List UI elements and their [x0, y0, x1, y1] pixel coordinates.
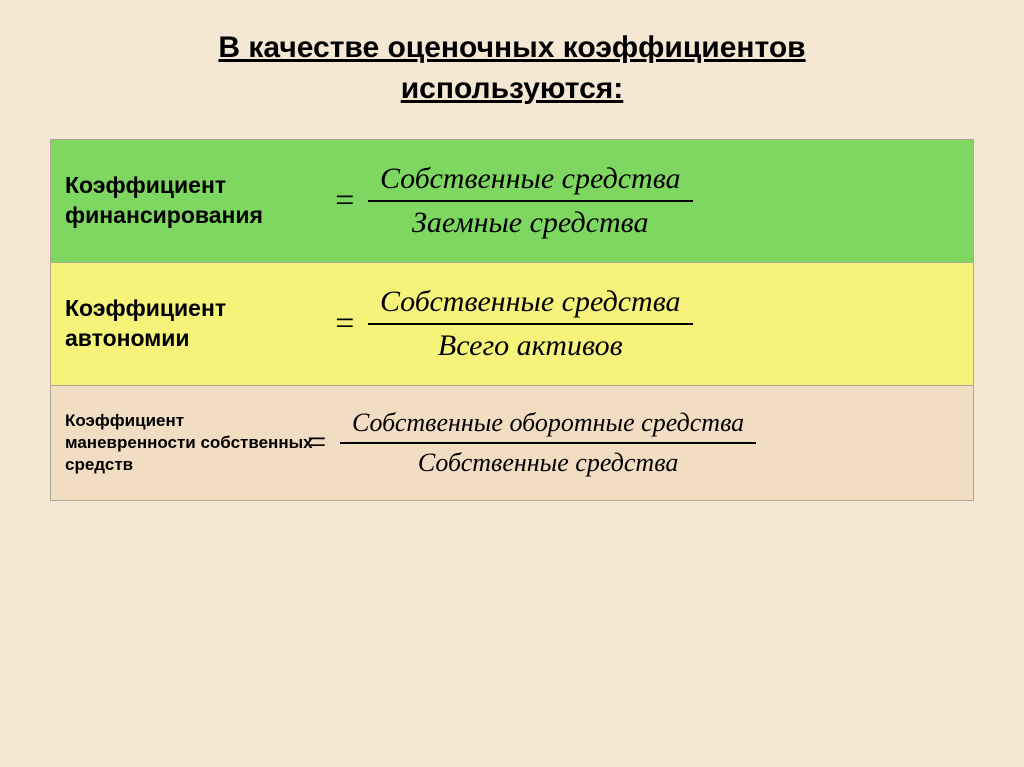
equals-sign: = [303, 424, 340, 462]
fraction: Собственные средства Всего активов [368, 281, 693, 367]
equals-sign: = [331, 182, 368, 220]
table-row: Коэффициент автономии = Собственные сред… [51, 263, 973, 386]
numerator: Собственные средства [368, 158, 693, 200]
denominator: Заемные средства [400, 202, 660, 244]
equals-sign: = [331, 305, 368, 343]
page-title: В качестве оценочных коэффициентов испол… [50, 28, 974, 109]
row-label: Коэффициент финансирования [51, 151, 331, 251]
row-label: Коэффициент маневренности собственных ср… [51, 390, 331, 496]
denominator: Всего активов [426, 325, 635, 367]
row-formula: = Собственные средства Заемные средства [331, 140, 973, 262]
title-line-1: В качестве оценочных коэффициентов [218, 31, 805, 64]
slide: В качестве оценочных коэффициентов испол… [0, 0, 1024, 767]
denominator: Собственные средства [406, 444, 691, 482]
row-formula: = Собственные средства Всего активов [331, 263, 973, 385]
table-row: Коэффициент маневренности собственных ср… [51, 386, 973, 500]
fraction: Собственные оборотные средства Собственн… [340, 404, 756, 482]
numerator: Собственные оборотные средства [340, 404, 756, 442]
row-formula: = Собственные оборотные средства Собстве… [331, 386, 973, 500]
fraction: Собственные средства Заемные средства [368, 158, 693, 244]
title-line-2: используются: [401, 72, 624, 105]
coefficients-table: Коэффициент финансирования = Собственные… [50, 139, 974, 501]
row-label: Коэффициент автономии [51, 274, 331, 374]
numerator: Собственные средства [368, 281, 693, 323]
table-row: Коэффициент финансирования = Собственные… [51, 140, 973, 263]
